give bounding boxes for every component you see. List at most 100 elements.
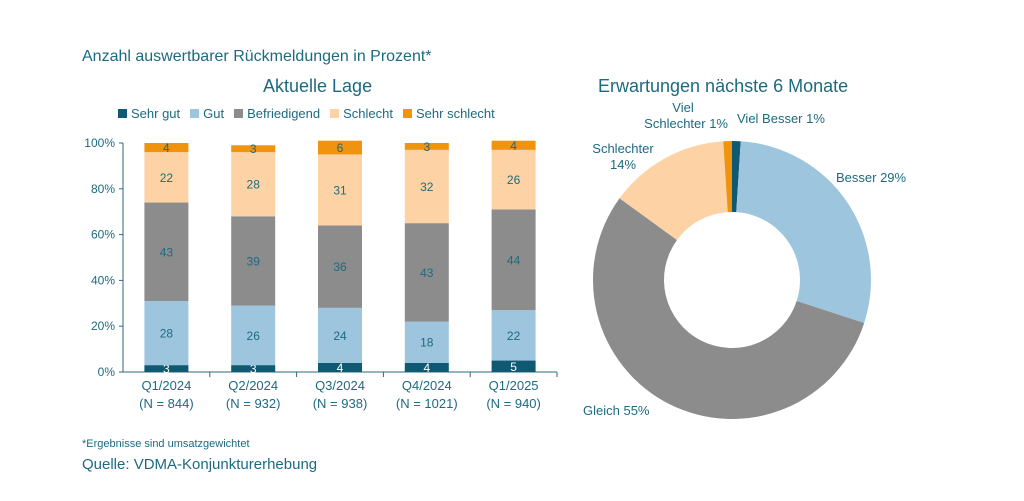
legend-item: Gut xyxy=(190,106,224,121)
bar-segment xyxy=(144,301,189,366)
bar-segment xyxy=(404,321,449,363)
data-label: 4 xyxy=(423,361,430,375)
data-label: 31 xyxy=(333,183,347,197)
legend-item: Sehr gut xyxy=(118,106,180,121)
data-label: 26 xyxy=(247,329,261,343)
data-label: 18 xyxy=(420,336,434,350)
bar-segment xyxy=(231,365,276,372)
data-label: 3 xyxy=(163,362,170,376)
bar-segment xyxy=(404,223,449,322)
bar-segment xyxy=(318,140,362,155)
bar-segment xyxy=(491,140,536,150)
donut-slice xyxy=(723,141,732,213)
donut-slice xyxy=(619,141,728,241)
data-label: 26 xyxy=(507,173,521,187)
source: Quelle: VDMA-Konjunkturerhebung xyxy=(82,456,318,473)
donut-label-value: 14% xyxy=(610,157,636,172)
x-tick-sublabel: (N = 1021) xyxy=(396,396,458,411)
data-label: 43 xyxy=(160,245,174,259)
data-label: 5 xyxy=(510,360,517,374)
bar-segment xyxy=(231,152,276,217)
data-label: 36 xyxy=(333,260,347,274)
legend-swatch xyxy=(118,109,127,118)
donut-label: Viel Besser 1% xyxy=(737,111,825,126)
x-tick-sublabel: (N = 932) xyxy=(226,396,281,411)
legend-item: Schlecht xyxy=(330,106,393,121)
bar-segment xyxy=(144,152,189,203)
legend-label: Befriedigend xyxy=(247,106,321,121)
data-label: 4 xyxy=(510,139,517,153)
bar-segment xyxy=(404,362,449,372)
bar-segment xyxy=(318,225,362,308)
footnote: *Ergebnisse sind umsatzgewichtet xyxy=(82,438,250,450)
bar-segment xyxy=(404,143,449,150)
data-label: 22 xyxy=(160,171,174,185)
legend-label: Gut xyxy=(203,106,225,121)
bar-segment xyxy=(231,216,276,306)
x-tick-label: Q1/2024 xyxy=(141,378,191,393)
donut-label: Besser 29% xyxy=(836,170,907,185)
x-tick-label: Q2/2024 xyxy=(228,378,278,393)
x-tick-label: Q3/2024 xyxy=(315,378,365,393)
legend-label: Sehr schlecht xyxy=(416,106,495,121)
bar-segment xyxy=(144,202,189,302)
legend-swatch xyxy=(330,109,340,118)
x-tick-sublabel: (N = 844) xyxy=(139,396,194,411)
data-label: 39 xyxy=(247,254,261,268)
bar-segment xyxy=(144,365,189,372)
data-label: 44 xyxy=(507,253,521,267)
legend-label: Sehr gut xyxy=(131,106,181,121)
data-label: 3 xyxy=(250,362,257,376)
donut-label-value: Schlechter 1% xyxy=(644,116,728,131)
donut-slice xyxy=(593,198,865,420)
donut-chart-title: Erwartungen nächste 6 Monate xyxy=(598,76,849,96)
data-label: 22 xyxy=(507,329,521,343)
x-tick-sublabel: (N = 938) xyxy=(313,396,368,411)
donut-slice xyxy=(732,141,741,213)
bar-segment xyxy=(231,305,276,366)
data-label: 3 xyxy=(423,140,430,154)
y-tick-label: 0% xyxy=(98,365,116,379)
data-label: 32 xyxy=(420,180,434,194)
data-label: 24 xyxy=(333,329,347,343)
legend-item: Sehr schlecht xyxy=(403,106,495,121)
data-label: 3 xyxy=(250,142,257,156)
bar-segment xyxy=(318,307,362,363)
data-label: 4 xyxy=(163,141,170,155)
bar-segment xyxy=(144,143,189,153)
data-label: 4 xyxy=(337,361,344,375)
donut-label: Schlechter xyxy=(592,141,654,156)
bar-legend: Sehr gut Gut Befriedigend Schlecht Sehr schl… xyxy=(118,106,495,121)
bar-segment xyxy=(491,209,536,311)
bar-chart-title: Aktuelle Lage xyxy=(263,76,373,96)
legend-swatch xyxy=(234,109,244,118)
y-tick-label: 100% xyxy=(84,136,115,150)
bar-segment xyxy=(491,360,536,372)
data-label: 28 xyxy=(160,327,174,341)
bar-segment xyxy=(404,149,449,224)
data-label: 28 xyxy=(247,178,261,192)
bar-segment xyxy=(231,145,276,153)
bar-segment xyxy=(491,149,536,210)
legend-item: Befriedigend xyxy=(234,106,320,121)
y-tick-label: 60% xyxy=(91,228,115,242)
donut-label: Gleich 55% xyxy=(583,403,650,418)
donut-label: Viel xyxy=(672,100,694,115)
x-tick-label: Q1/2025 xyxy=(489,378,539,393)
data-label: 43 xyxy=(420,266,434,280)
donut-slice xyxy=(736,141,871,323)
x-tick-sublabel: (N = 940) xyxy=(486,396,541,411)
legend-label: Schlecht xyxy=(343,106,393,121)
bar-segment xyxy=(491,310,536,361)
bar-segment xyxy=(318,154,362,226)
legend-swatch xyxy=(403,109,412,118)
chart-subtitle: Anzahl auswertbarer Rückmeldungen in Pro… xyxy=(82,48,432,65)
x-tick-label: Q4/2024 xyxy=(402,378,452,393)
bar-segment xyxy=(318,362,362,372)
data-label: 6 xyxy=(337,141,344,155)
y-tick-label: 40% xyxy=(91,273,115,287)
y-tick-label: 20% xyxy=(91,319,115,333)
y-tick-label: 80% xyxy=(91,182,115,196)
legend-swatch xyxy=(190,109,200,118)
